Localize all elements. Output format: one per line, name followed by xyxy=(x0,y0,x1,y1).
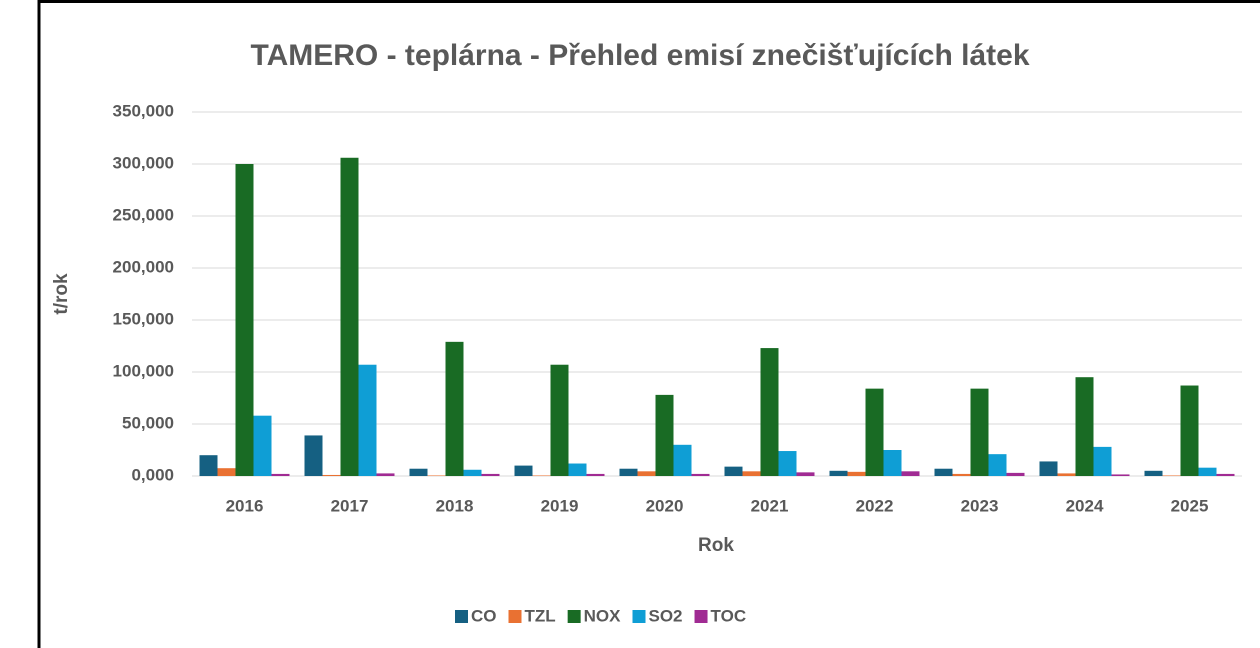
y-tick-label: 0,000 xyxy=(131,465,174,484)
bar xyxy=(1198,467,1217,476)
legend-label: NOX xyxy=(584,606,622,625)
bar xyxy=(655,394,674,476)
bar xyxy=(691,473,710,476)
bar xyxy=(1111,474,1130,476)
bar xyxy=(796,472,815,476)
bar xyxy=(445,341,464,476)
x-tick-label: 2022 xyxy=(856,496,894,515)
legend-label: TZL xyxy=(525,606,556,625)
bar xyxy=(1039,461,1058,476)
legend-swatch xyxy=(632,610,646,623)
bar xyxy=(235,164,254,476)
bar xyxy=(760,348,779,476)
bar xyxy=(724,466,743,476)
bar xyxy=(409,468,428,476)
bar xyxy=(742,471,761,476)
bar xyxy=(865,388,884,476)
bar xyxy=(619,468,638,476)
bar xyxy=(883,450,902,476)
y-tick-label: 350,000 xyxy=(113,101,174,120)
bar xyxy=(1093,446,1112,476)
legend-swatch xyxy=(567,610,581,623)
bar xyxy=(463,469,482,476)
x-tick-label: 2025 xyxy=(1171,496,1209,515)
y-tick-label: 50,000 xyxy=(122,413,174,432)
legend-label: SO2 xyxy=(649,606,683,625)
chart-title: TAMERO - teplárna - Přehled emisí znečiš… xyxy=(250,39,1029,72)
legend-label: TOC xyxy=(711,606,747,625)
bar xyxy=(199,455,218,476)
bar xyxy=(217,468,236,476)
legend-label: CO xyxy=(471,606,497,625)
x-tick-label: 2021 xyxy=(751,496,789,515)
y-tick-label: 300,000 xyxy=(113,153,174,172)
bar xyxy=(358,364,377,476)
bar xyxy=(1057,473,1076,476)
bar xyxy=(673,444,692,476)
bar xyxy=(778,451,797,476)
bar xyxy=(481,473,500,476)
x-tick-label: 2024 xyxy=(1066,496,1104,515)
bar xyxy=(271,473,290,476)
bar xyxy=(322,474,341,476)
x-tick-label: 2018 xyxy=(436,496,474,515)
x-axis-label: Rok xyxy=(698,535,734,556)
bar xyxy=(637,471,656,476)
bar xyxy=(829,470,848,476)
bar xyxy=(952,473,971,476)
bar xyxy=(970,388,989,476)
legend-swatch xyxy=(508,610,522,623)
legend-swatch xyxy=(694,610,708,623)
bar xyxy=(514,465,533,476)
y-tick-label: 200,000 xyxy=(113,257,174,276)
bar xyxy=(901,471,920,476)
bar xyxy=(847,471,866,476)
bar xyxy=(550,364,569,476)
bar xyxy=(1162,475,1181,476)
x-tick-label: 2016 xyxy=(226,496,264,515)
bar xyxy=(586,473,605,476)
x-tick-label: 2020 xyxy=(646,496,684,515)
bar xyxy=(1216,473,1235,476)
y-tick-label: 100,000 xyxy=(113,361,174,380)
bar xyxy=(1075,377,1094,476)
bar xyxy=(568,463,587,476)
bar xyxy=(1180,385,1199,476)
y-tick-label: 150,000 xyxy=(113,309,174,328)
bar xyxy=(340,157,359,476)
bar xyxy=(253,415,272,476)
bar xyxy=(934,468,953,476)
bar xyxy=(988,454,1007,476)
bar xyxy=(532,475,551,476)
bar xyxy=(427,475,446,476)
bar xyxy=(304,435,323,476)
legend-swatch xyxy=(455,610,468,623)
bar xyxy=(376,473,395,476)
x-tick-label: 2017 xyxy=(331,496,369,515)
chart-frame xyxy=(37,0,1260,648)
bar xyxy=(1144,470,1163,476)
x-tick-label: 2023 xyxy=(961,496,999,515)
bar xyxy=(1006,472,1025,476)
x-tick-label: 2019 xyxy=(541,496,579,515)
y-tick-label: 250,000 xyxy=(113,205,174,224)
y-axis-label: t/rok xyxy=(51,273,72,315)
